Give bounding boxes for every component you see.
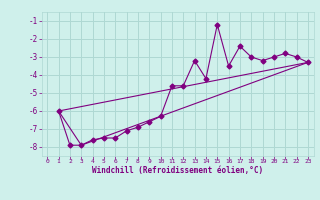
X-axis label: Windchill (Refroidissement éolien,°C): Windchill (Refroidissement éolien,°C) <box>92 166 263 175</box>
